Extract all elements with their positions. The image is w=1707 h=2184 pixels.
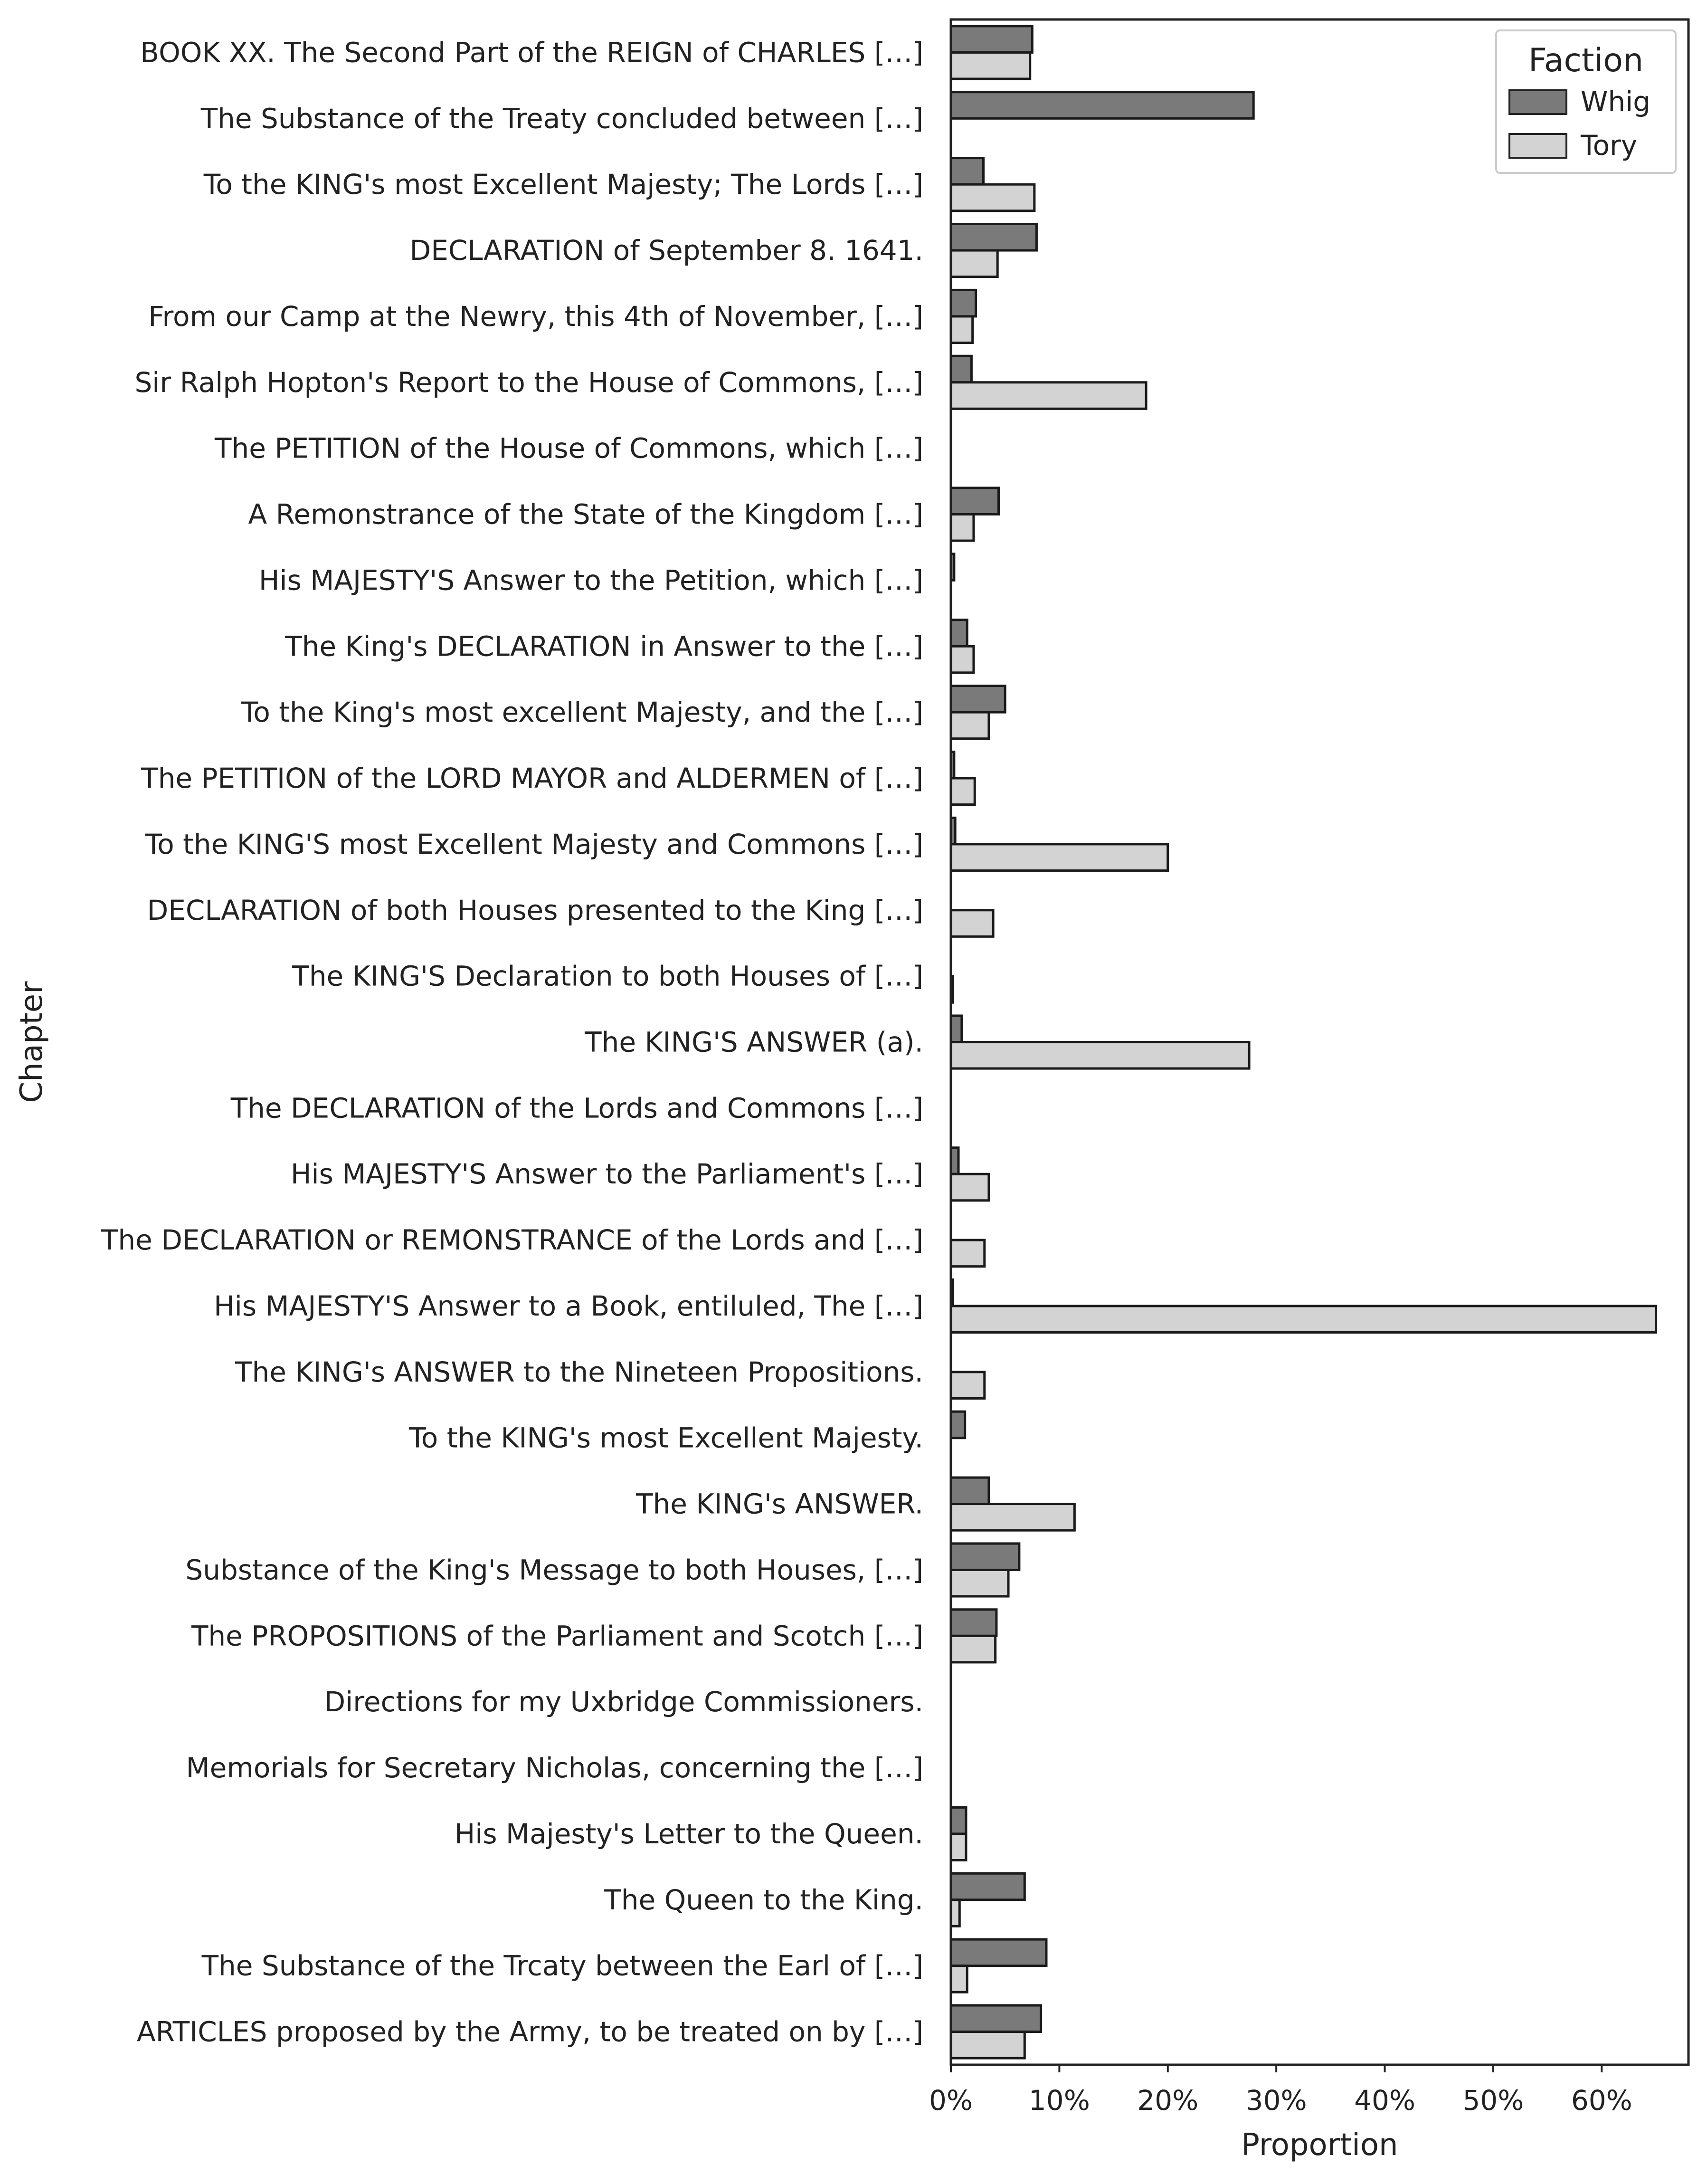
- category-label: The KING's ANSWER to the Nineteen Propos…: [235, 1356, 923, 1388]
- bar-tory-27: [949, 1832, 967, 1862]
- bar-tory-19: [949, 1305, 1657, 1334]
- bar-tory-9: [949, 645, 975, 674]
- bar-whig-4: [949, 288, 977, 318]
- category-label: His Majesty's Letter to the Queen.: [455, 1818, 923, 1850]
- bar-whig-23: [949, 1542, 1021, 1571]
- bar-tory-11: [949, 777, 976, 806]
- category-label: DECLARATION of both Houses presented to …: [147, 894, 923, 926]
- bar-whig-0: [949, 25, 1034, 54]
- bar-tory-29: [949, 1965, 968, 1993]
- category-label: A Remonstrance of the State of the Kingd…: [248, 498, 923, 531]
- x-tick-label: 40%: [1354, 2084, 1415, 2117]
- category-label: The DECLARATION or REMONSTRANCE of the L…: [101, 1224, 923, 1256]
- bar-whig-1: [949, 91, 1255, 120]
- category-label: From our Camp at the Newry, this 4th of …: [148, 300, 923, 333]
- bar-tory-3: [949, 249, 999, 278]
- category-label: The King's DECLARATION in Answer to the …: [284, 630, 923, 662]
- legend: Faction Whig Tory: [1495, 29, 1677, 174]
- bar-whig-28: [949, 1872, 1026, 1901]
- bar-whig-24: [949, 1608, 998, 1637]
- category-label: His MAJESTY'S Answer to the Petition, wh…: [259, 564, 923, 596]
- legend-swatch-tory: [1508, 133, 1567, 159]
- bar-tory-17: [949, 1173, 990, 1202]
- bar-whig-2: [949, 157, 985, 186]
- bar-tory-4: [949, 315, 974, 344]
- x-tick-label: 60%: [1571, 2084, 1632, 2117]
- legend-swatch-whig: [1508, 89, 1567, 115]
- bar-whig-3: [949, 223, 1038, 252]
- bar-whig-27: [949, 1806, 967, 1835]
- legend-title: Faction: [1528, 42, 1643, 79]
- bar-whig-15: [949, 1014, 963, 1044]
- bar-whig-9: [949, 619, 968, 648]
- category-label: The Substance of the Trcaty between the …: [201, 1950, 923, 1982]
- bar-whig-30: [949, 2004, 1043, 2033]
- bar-tory-20: [949, 1371, 986, 1400]
- bar-tory-22: [949, 1503, 1076, 1532]
- y-tick-labels: BOOK XX. The Second Part of the REIGN of…: [101, 36, 923, 2048]
- category-label: The Queen to the King.: [604, 1884, 923, 1916]
- bar-tory-10: [949, 711, 990, 740]
- bar-whig-29: [949, 1938, 1048, 1967]
- category-label: His MAJESTY'S Answer to the Parliament's…: [291, 1158, 923, 1190]
- bar-tory-24: [949, 1634, 997, 1664]
- category-label: To the KING's most Excellent Majesty.: [408, 1422, 923, 1454]
- category-label: BOOK XX. The Second Part of the REIGN of…: [140, 36, 923, 68]
- bar-tory-15: [949, 1041, 1251, 1070]
- x-tick-label: 10%: [1029, 2084, 1090, 2117]
- bar-tory-13: [949, 909, 995, 938]
- category-label: Memorials for Secretary Nicholas, concer…: [186, 1752, 923, 1784]
- category-label: DECLARATION of September 8. 1641.: [410, 234, 923, 267]
- category-label: To the King's most excellent Majesty, an…: [241, 696, 923, 728]
- category-label: His MAJESTY'S Answer to a Book, entilule…: [214, 1290, 923, 1322]
- x-tick-label: 0%: [929, 2084, 973, 2117]
- x-tick-labels: 0% 10% 20% 30% 40% 50% 60%: [929, 2065, 1632, 2117]
- legend-label-whig: Whig: [1581, 86, 1650, 118]
- bar-tory-5: [949, 381, 1147, 410]
- x-tick-label: 30%: [1246, 2084, 1307, 2117]
- category-label: ARTICLES proposed by the Army, to be tre…: [137, 2016, 923, 2048]
- bar-tory-12: [949, 843, 1169, 872]
- legend-label-tory: Tory: [1580, 129, 1637, 162]
- category-label: Sir Ralph Hopton's Report to the House o…: [134, 366, 923, 399]
- bar-whig-10: [949, 685, 1006, 714]
- category-label: The KING'S Declaration to both Houses of…: [292, 960, 923, 992]
- category-label: The DECLARATION of the Lords and Commons…: [230, 1092, 923, 1124]
- category-label: To the KING'S most Excellent Majesty and…: [145, 828, 923, 860]
- category-label: Substance of the King's Message to both …: [185, 1554, 923, 1586]
- bars-layer: [949, 25, 1657, 2060]
- bar-tory-28: [949, 1898, 961, 1927]
- bar-tory-23: [949, 1568, 1010, 1598]
- bar-whig-22: [949, 1476, 990, 1506]
- bar-tory-0: [949, 51, 1032, 80]
- bar-whig-5: [949, 354, 973, 384]
- bar-tory-2: [949, 183, 1036, 212]
- category-label: To the KING's most Excellent Majesty; Th…: [203, 168, 923, 200]
- category-label: The Substance of the Treaty concluded be…: [200, 102, 923, 134]
- category-label: The PETITION of the House of Commons, wh…: [214, 432, 923, 465]
- bar-whig-21: [949, 1410, 967, 1440]
- x-axis-title: Proportion: [1241, 2127, 1398, 2163]
- category-label: The KING'S ANSWER (a).: [584, 1026, 923, 1059]
- bar-tory-18: [949, 1239, 986, 1268]
- plot-frame: [949, 18, 1690, 2066]
- x-tick-label: 50%: [1462, 2084, 1524, 2117]
- x-tick-label: 20%: [1137, 2084, 1198, 2117]
- category-label: The KING's ANSWER.: [635, 1488, 923, 1520]
- category-label: The PROPOSITIONS of the Parliament and S…: [191, 1620, 923, 1652]
- category-label: The PETITION of the LORD MAYOR and ALDER…: [141, 762, 923, 794]
- bar-tory-7: [949, 513, 975, 542]
- y-axis-title: Chapter: [14, 981, 49, 1103]
- bar-whig-7: [949, 486, 1000, 516]
- category-label: Directions for my Uxbridge Commissioners…: [324, 1686, 924, 1718]
- bar-tory-30: [949, 2031, 1026, 2060]
